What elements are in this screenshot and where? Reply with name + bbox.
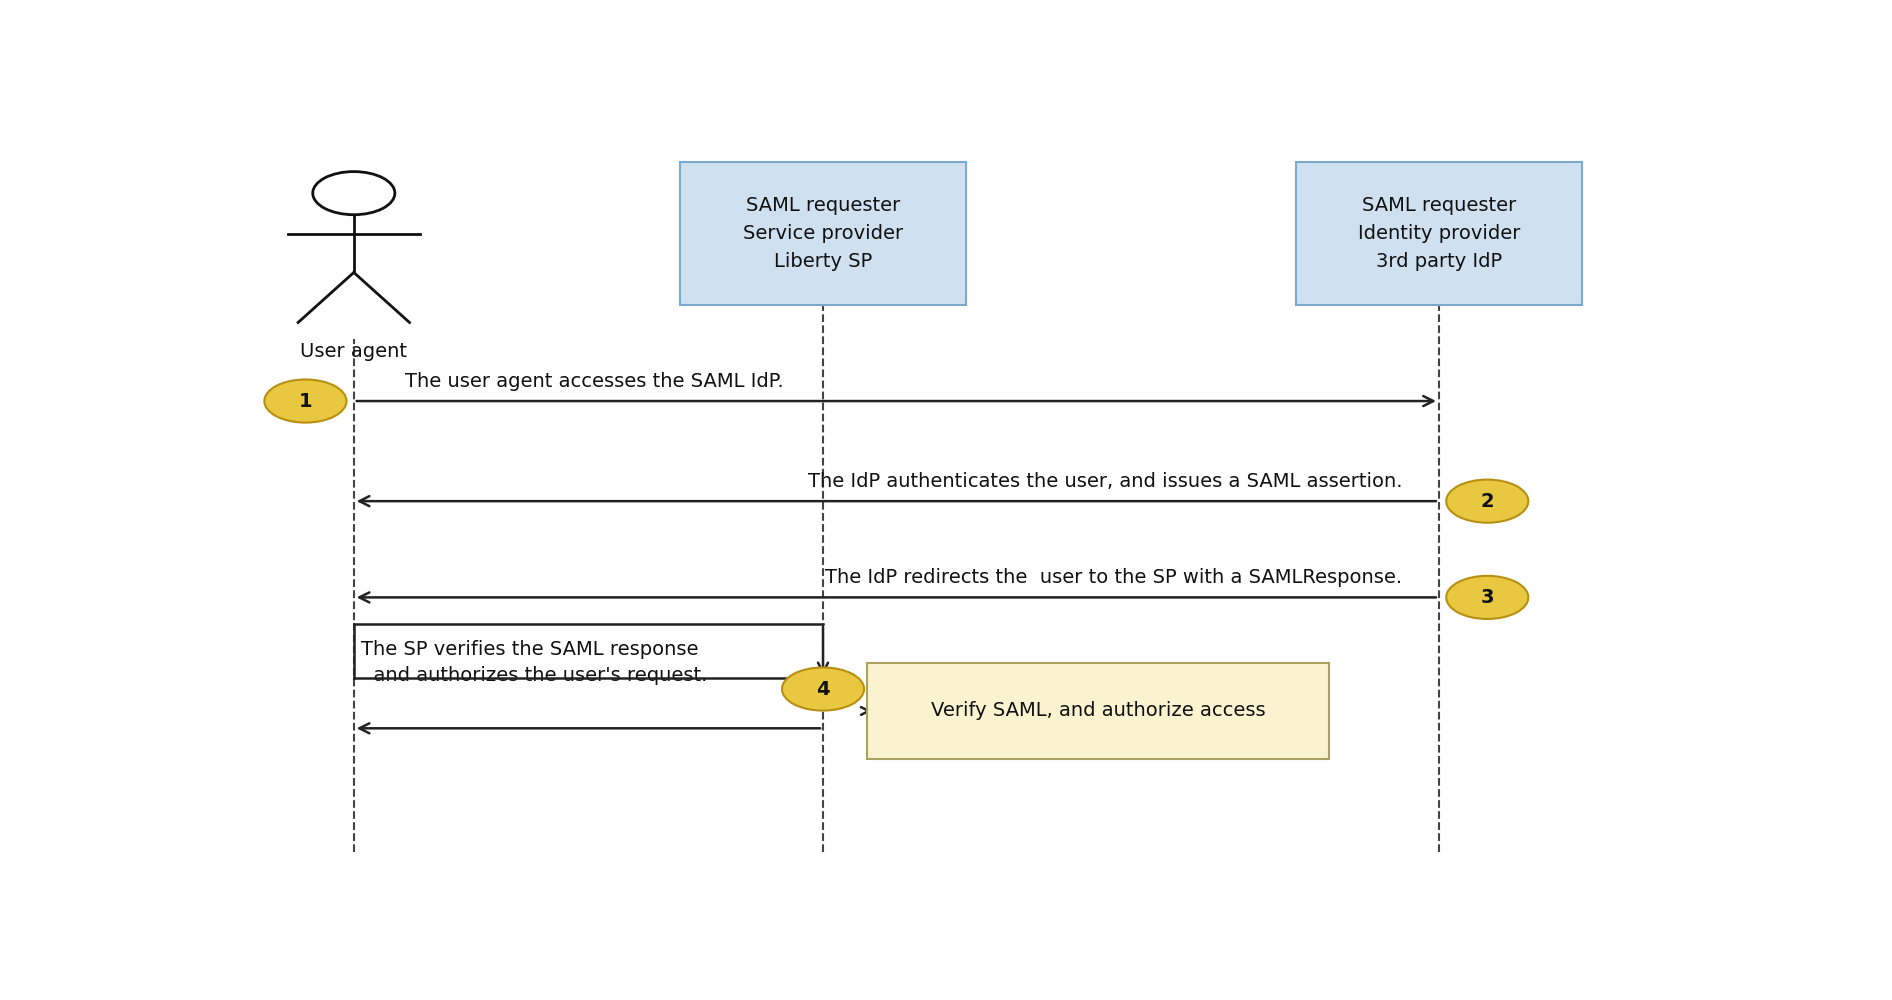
Circle shape (781, 667, 865, 711)
Text: The SP verifies the SAML response
  and authorizes the user's request.: The SP verifies the SAML response and au… (361, 640, 708, 685)
Text: SAML requester
Identity provider
3rd party IdP: SAML requester Identity provider 3rd par… (1358, 196, 1519, 271)
FancyBboxPatch shape (867, 663, 1328, 759)
Circle shape (1445, 576, 1529, 619)
Circle shape (265, 379, 346, 423)
Text: SAML requester
Service provider
Liberty SP: SAML requester Service provider Liberty … (744, 196, 902, 271)
Text: The user agent accesses the SAML IdP.: The user agent accesses the SAML IdP. (405, 372, 783, 391)
FancyBboxPatch shape (679, 162, 967, 305)
Text: The IdP authenticates the user, and issues a SAML assertion.: The IdP authenticates the user, and issu… (808, 472, 1402, 491)
Text: 3: 3 (1481, 588, 1495, 607)
FancyBboxPatch shape (1296, 162, 1582, 305)
Text: 2: 2 (1480, 492, 1495, 511)
Text: 1: 1 (299, 392, 312, 411)
Circle shape (1445, 480, 1529, 523)
Text: 4: 4 (815, 680, 831, 699)
Text: User agent: User agent (301, 342, 407, 361)
Text: Verify SAML, and authorize access: Verify SAML, and authorize access (931, 701, 1266, 720)
Text: The IdP redirects the  user to the SP with a SAMLResponse.: The IdP redirects the user to the SP wit… (825, 568, 1402, 587)
